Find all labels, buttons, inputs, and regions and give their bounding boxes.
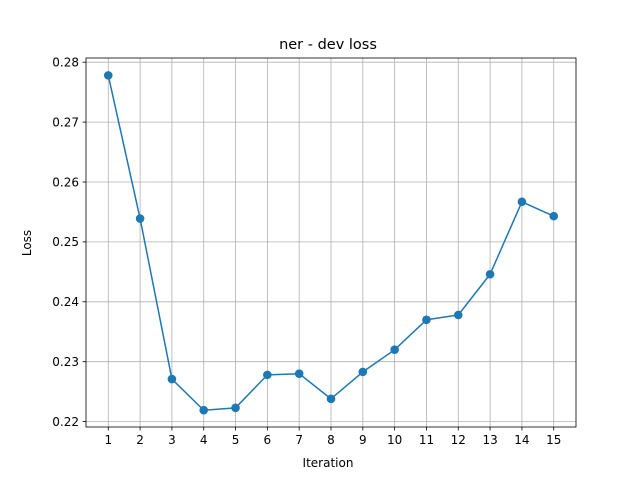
x-tick-label: 5 — [232, 433, 240, 447]
grid — [86, 58, 576, 427]
x-tick-label: 7 — [295, 433, 303, 447]
data-point — [231, 403, 240, 413]
data-point — [485, 269, 495, 279]
y-tick-label: 0.27 — [52, 115, 79, 129]
data-point — [453, 310, 463, 320]
y-tick-label: 0.23 — [52, 355, 79, 369]
x-axis-ticks: 1 2 3 4 5 6 7 8 9 10 11 12 13 14 15 — [104, 427, 561, 447]
data-point — [390, 345, 399, 355]
data-points — [103, 71, 559, 415]
data-point — [135, 214, 145, 223]
data-point — [326, 394, 336, 404]
y-tick-label: 0.28 — [52, 55, 79, 69]
y-tick-label: 0.25 — [52, 235, 79, 249]
x-tick-label: 11 — [419, 433, 434, 447]
data-point — [358, 367, 368, 377]
data-point — [167, 374, 177, 384]
data-point — [422, 315, 431, 325]
x-tick-label: 6 — [264, 433, 272, 447]
y-tick-label: 0.26 — [52, 175, 79, 189]
x-tick-label: 15 — [546, 433, 561, 447]
data-point — [517, 197, 527, 207]
chart-title: ner - dev loss — [279, 37, 377, 53]
x-axis-label: Iteration — [303, 456, 354, 470]
data-point — [263, 370, 272, 380]
y-axis-ticks: 0.22 0.23 0.24 0.25 0.26 0.27 0.28 — [52, 55, 86, 429]
data-point — [549, 211, 559, 221]
x-tick-label: 8 — [327, 433, 335, 447]
y-tick-label: 0.22 — [52, 415, 79, 429]
data-point — [199, 405, 209, 415]
y-axis-label: Loss — [20, 230, 34, 256]
data-point — [103, 71, 113, 80]
x-tick-label: 12 — [451, 433, 466, 447]
x-tick-label: 9 — [359, 433, 367, 447]
data-point — [294, 369, 304, 378]
x-tick-label: 13 — [482, 433, 497, 447]
x-tick-label: 10 — [387, 433, 402, 447]
x-tick-label: 4 — [200, 433, 208, 447]
x-tick-label: 3 — [168, 433, 176, 447]
x-tick-label: 14 — [514, 433, 529, 447]
x-tick-label: 2 — [136, 433, 144, 447]
y-tick-label: 0.24 — [52, 295, 79, 309]
x-tick-label: 1 — [104, 433, 112, 447]
